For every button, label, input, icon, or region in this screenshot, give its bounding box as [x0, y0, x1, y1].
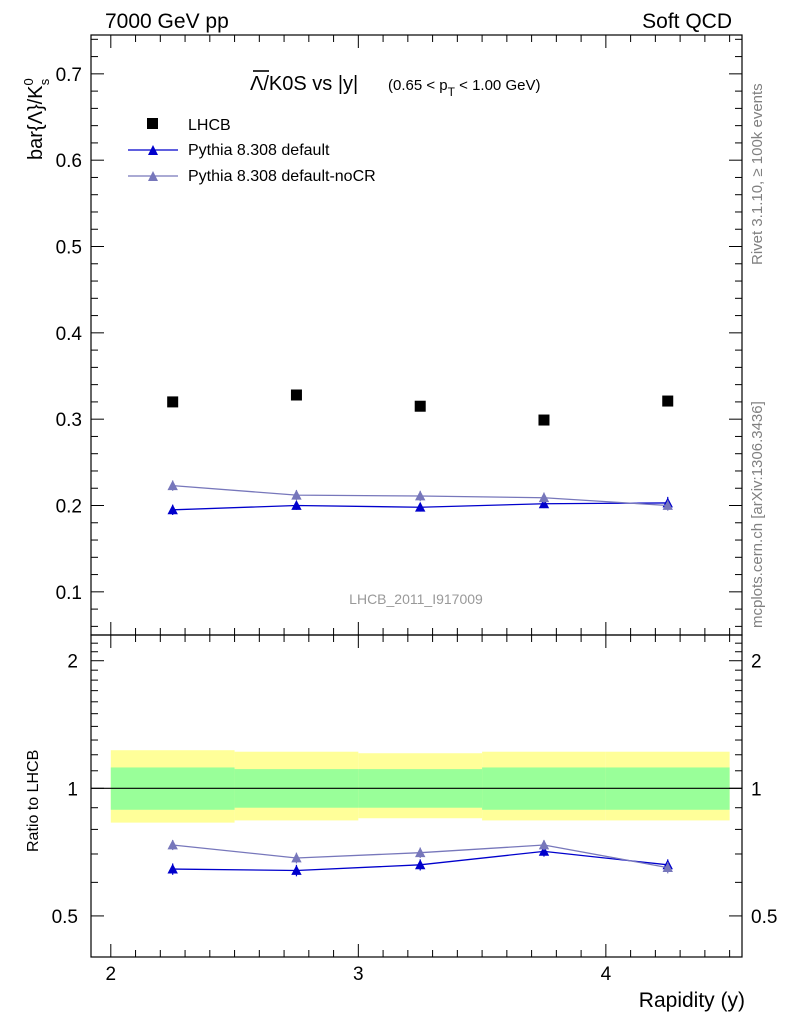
header-right-label: Soft QCD: [642, 10, 732, 33]
mcplots-source-label: mcplots.cern.ch [arXiv:1306.3436]: [749, 401, 766, 628]
ratio-data-point: [291, 852, 302, 863]
ratio-y-tick-label: 2: [67, 652, 78, 673]
ratio-y-tick-label: 1: [67, 779, 78, 800]
ratio-series-1: [167, 839, 673, 874]
main-y-tick-label: 0.2: [56, 497, 82, 518]
legend-marker-default: [148, 145, 158, 155]
title-cut-subscript: T: [448, 85, 456, 99]
chart-title: Λ/K0S vs |y| (0.65 < pT < 1.00 GeV): [250, 70, 540, 99]
x-tick-label: 4: [601, 964, 612, 985]
main-series-2: [167, 480, 673, 511]
x-axis-label: Rapidity (y): [639, 989, 745, 1012]
ratio-panel-frame: [90, 634, 743, 958]
main-data-point: [167, 504, 178, 515]
ratio-y-axis-label: Ratio to LHCB: [25, 750, 42, 852]
main-y-tick-label: 0.5: [56, 238, 82, 259]
main-data-point: [290, 389, 302, 401]
ratio-y-tick-label-right: 1: [751, 779, 762, 800]
main-data-point: [538, 492, 550, 503]
main-y-axis-label-sub: s: [37, 78, 52, 85]
ratio-data-point: [167, 863, 178, 874]
main-data-point: [167, 396, 179, 408]
main-data-point: [662, 395, 674, 407]
legend-label-nocr: Pythia 8.308 default-noCR: [188, 168, 376, 185]
legend-label-default: Pythia 8.308 default: [188, 142, 330, 159]
main-y-tick-label: 0.7: [56, 65, 82, 86]
main-y-tick-label: 0.1: [56, 583, 82, 604]
ratio-data-point: [538, 845, 550, 856]
ratio-panel-series: [167, 839, 673, 877]
ratio-data-point: [415, 859, 426, 870]
rivet-version-label: Rivet 3.1.10, ≥ 100k events: [749, 83, 766, 265]
legend-marker-lhcb: [147, 118, 158, 129]
main-data-point: [414, 400, 426, 412]
ratio-y-tick-label-right: 2: [751, 652, 762, 673]
ratio-data-point: [538, 839, 550, 850]
legend-marker-nocr: [148, 171, 158, 181]
title-cut-prefix: (0.65 < p: [388, 77, 448, 94]
header-left-label: 7000 GeV pp: [105, 10, 229, 33]
main-data-point: [538, 414, 550, 426]
main-data-point: [291, 489, 302, 500]
ratio-data-point: [662, 862, 673, 873]
main-data-point: [415, 490, 426, 501]
ratio-y-tick-label-right: 0.5: [751, 907, 777, 928]
ratio-y-tick-label: 0.5: [52, 907, 78, 928]
main-y-axis-label: bar{Λ}/K0s: [21, 78, 52, 160]
x-tick-label: 2: [106, 964, 117, 985]
title-cut-suffix: < 1.00 GeV): [455, 77, 540, 94]
main-data-point: [291, 500, 302, 510]
ratio-uncertainty-bands: [110, 750, 730, 823]
title-cut: (0.65 < pT < 1.00 GeV): [388, 77, 540, 99]
analysis-id-label: LHCB_2011_I917009: [349, 591, 483, 607]
legend: LHCB Pythia 8.308 default Pythia 8.308 d…: [128, 117, 376, 185]
main-y-axis-label-sup: 0: [21, 78, 36, 85]
main-series-0: [167, 389, 674, 426]
main-data-point: [167, 480, 178, 491]
legend-label-lhcb: LHCB: [188, 117, 231, 134]
title-main: Λ/K0S vs |y|: [250, 73, 358, 95]
ratio-data-point: [415, 847, 426, 858]
main-data-point: [538, 498, 550, 509]
main-data-point: [415, 501, 426, 512]
axis-tick-labels: 0.1 0.2 0.3 0.4 0.5 0.6 0.7 2 3 4 0.5 0.5 1 1 2 2: [52, 65, 778, 985]
main-y-tick-label: 0.3: [56, 410, 82, 431]
axis-ticks: [91, 35, 742, 957]
main-series-1: [167, 496, 673, 515]
ratio-data-point: [167, 839, 178, 850]
main-y-tick-label: 0.6: [56, 151, 82, 172]
main-y-axis-label-text: bar{Λ}/K: [25, 85, 47, 160]
main-y-tick-label: 0.4: [56, 324, 83, 345]
main-panel-series: [167, 389, 674, 515]
x-tick-label: 3: [353, 964, 364, 985]
main-data-point: [662, 500, 673, 510]
ratio-data-point: [291, 865, 302, 875]
